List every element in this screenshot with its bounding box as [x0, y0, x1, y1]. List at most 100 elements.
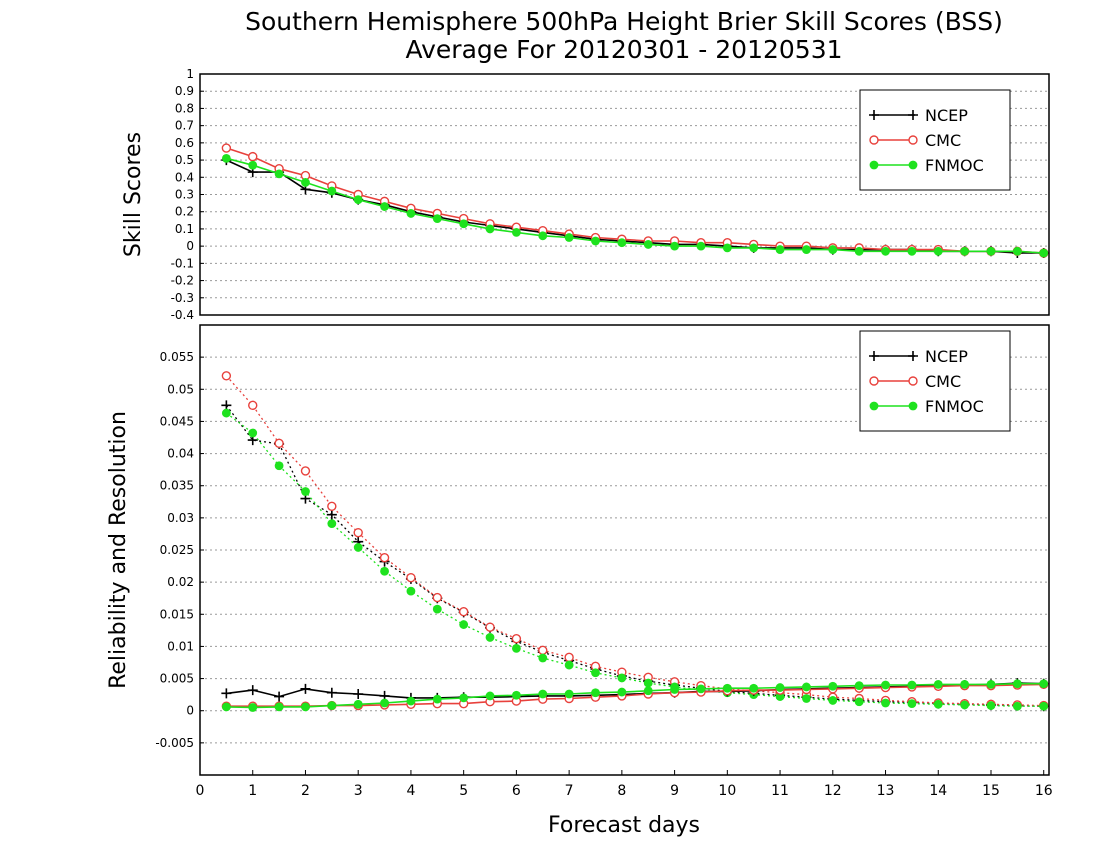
data-point-fnmoc [221, 153, 231, 163]
data-point-fnmoc [802, 682, 811, 692]
x-tick-label: 11 [771, 783, 789, 799]
data-point-fnmoc [380, 566, 389, 576]
data-point-fnmoc [406, 696, 416, 706]
data-point-fnmoc [722, 243, 732, 253]
data-point-cmc [564, 652, 574, 663]
plot-frame [199, 73, 1050, 316]
x-tick-label: 8 [617, 783, 626, 799]
y-tick-label: 0.025 [160, 543, 194, 557]
x-tick-label: 13 [877, 783, 895, 799]
x-tick-label: 14 [929, 783, 947, 799]
legend-label-cmc: CMC [925, 131, 961, 150]
data-point-fnmoc [538, 689, 548, 699]
legend-label-cmc: CMC [925, 372, 961, 391]
data-point-fnmoc [432, 694, 442, 704]
x-tick-label: 6 [512, 783, 521, 799]
panel-2: 0.055 0.05 0.045 0.04 0.035 0.03 0.025 0.02 0.01… [106, 324, 1050, 776]
data-point-fnmoc [775, 683, 785, 692]
chart-title: Southern Hemisphere 500hPa Height Brier … [245, 7, 1003, 36]
data-point-fnmoc [907, 699, 917, 709]
data-point-fnmoc [617, 687, 627, 697]
x-tick-label: 4 [406, 783, 415, 799]
data-point-fnmoc [802, 245, 811, 254]
data-point-fnmoc [1039, 679, 1049, 689]
data-point-fnmoc [960, 246, 970, 256]
data-point-fnmoc [485, 224, 495, 234]
data-point-fnmoc [538, 653, 548, 663]
y-tick-label: -0.3 [171, 291, 194, 305]
data-point-fnmoc [1012, 701, 1022, 711]
data-point-fnmoc [538, 231, 548, 241]
data-point-fnmoc [696, 241, 706, 251]
data-point-fnmoc [248, 703, 258, 712]
data-point-ncep [326, 687, 337, 698]
data-point-cmc [221, 371, 232, 381]
x-tick-label: 12 [824, 783, 842, 799]
y-tick-label: 0.6 [175, 136, 194, 150]
data-point-fnmoc [248, 160, 258, 170]
data-point-cmc [485, 622, 495, 632]
data-point-fnmoc [301, 702, 310, 712]
data-point-fnmoc [591, 236, 600, 246]
data-point-fnmoc [274, 461, 284, 471]
y-tick-label: 0.03 [167, 511, 194, 525]
chart-subtitle: Average For 20120301 - 20120531 [405, 35, 842, 64]
y-axis-label: Reliability and Resolution [106, 411, 131, 689]
legend-marker-cmc [908, 376, 918, 386]
legend-label-fnmoc: FNMOC [925, 156, 984, 175]
data-point-fnmoc [485, 633, 495, 642]
data-point-cmc [300, 466, 311, 476]
data-point-fnmoc [749, 683, 759, 693]
legend-marker-cmc [869, 135, 879, 145]
data-point-cmc [248, 400, 258, 411]
data-point-fnmoc [775, 245, 785, 254]
data-point-fnmoc [643, 678, 653, 688]
y-tick-label: 0.7 [175, 119, 194, 133]
y-tick-label: -0.2 [171, 274, 194, 288]
data-point-fnmoc [643, 240, 653, 249]
data-point-fnmoc [960, 679, 970, 689]
data-point-cmc [538, 645, 548, 655]
data-point-cmc [511, 634, 522, 644]
legend-marker-fnmoc [908, 160, 918, 170]
legend-label-ncep: NCEP [925, 347, 968, 366]
data-point-fnmoc [1039, 701, 1049, 711]
data-point-cmc [458, 607, 469, 617]
data-point-fnmoc [907, 246, 917, 256]
data-point-fnmoc [828, 696, 838, 705]
data-point-fnmoc [274, 702, 284, 712]
data-point-fnmoc [643, 686, 653, 696]
data-point-fnmoc [327, 186, 337, 196]
data-point-ncep [221, 688, 232, 699]
y-tick-label: -0.4 [171, 308, 194, 322]
legend-marker-ncep [869, 351, 879, 361]
legend-marker-cmc [869, 376, 879, 386]
data-point-fnmoc [933, 246, 943, 256]
y-tick-label: 0.2 [175, 205, 194, 219]
y-tick-label: 0.1 [175, 222, 194, 236]
data-point-fnmoc [670, 241, 679, 251]
data-point-fnmoc [511, 227, 521, 237]
data-point-fnmoc [380, 202, 389, 211]
x-tick-label: 1 [248, 783, 257, 799]
data-point-fnmoc [353, 195, 363, 205]
x-tick-label: 5 [459, 783, 468, 799]
data-point-fnmoc [564, 689, 574, 699]
data-point-fnmoc [564, 660, 574, 670]
data-point-ncep [300, 683, 311, 694]
y-tick-label: 1 [186, 67, 194, 81]
y-tick-label: 0.02 [167, 575, 194, 589]
y-tick-label: 0 [186, 704, 194, 718]
data-point-fnmoc [933, 679, 943, 689]
y-axis-label: Skill Scores [121, 132, 146, 257]
data-point-fnmoc [854, 246, 864, 256]
x-tick-label: 10 [718, 783, 736, 799]
data-point-fnmoc [459, 620, 469, 629]
data-point-fnmoc [406, 209, 416, 218]
data-point-fnmoc [802, 694, 811, 703]
series-line-fnmoc-resolution [226, 412, 1044, 707]
data-point-fnmoc [828, 245, 838, 254]
data-point-fnmoc [933, 699, 943, 709]
data-point-fnmoc [274, 169, 284, 179]
data-point-fnmoc [459, 219, 469, 229]
